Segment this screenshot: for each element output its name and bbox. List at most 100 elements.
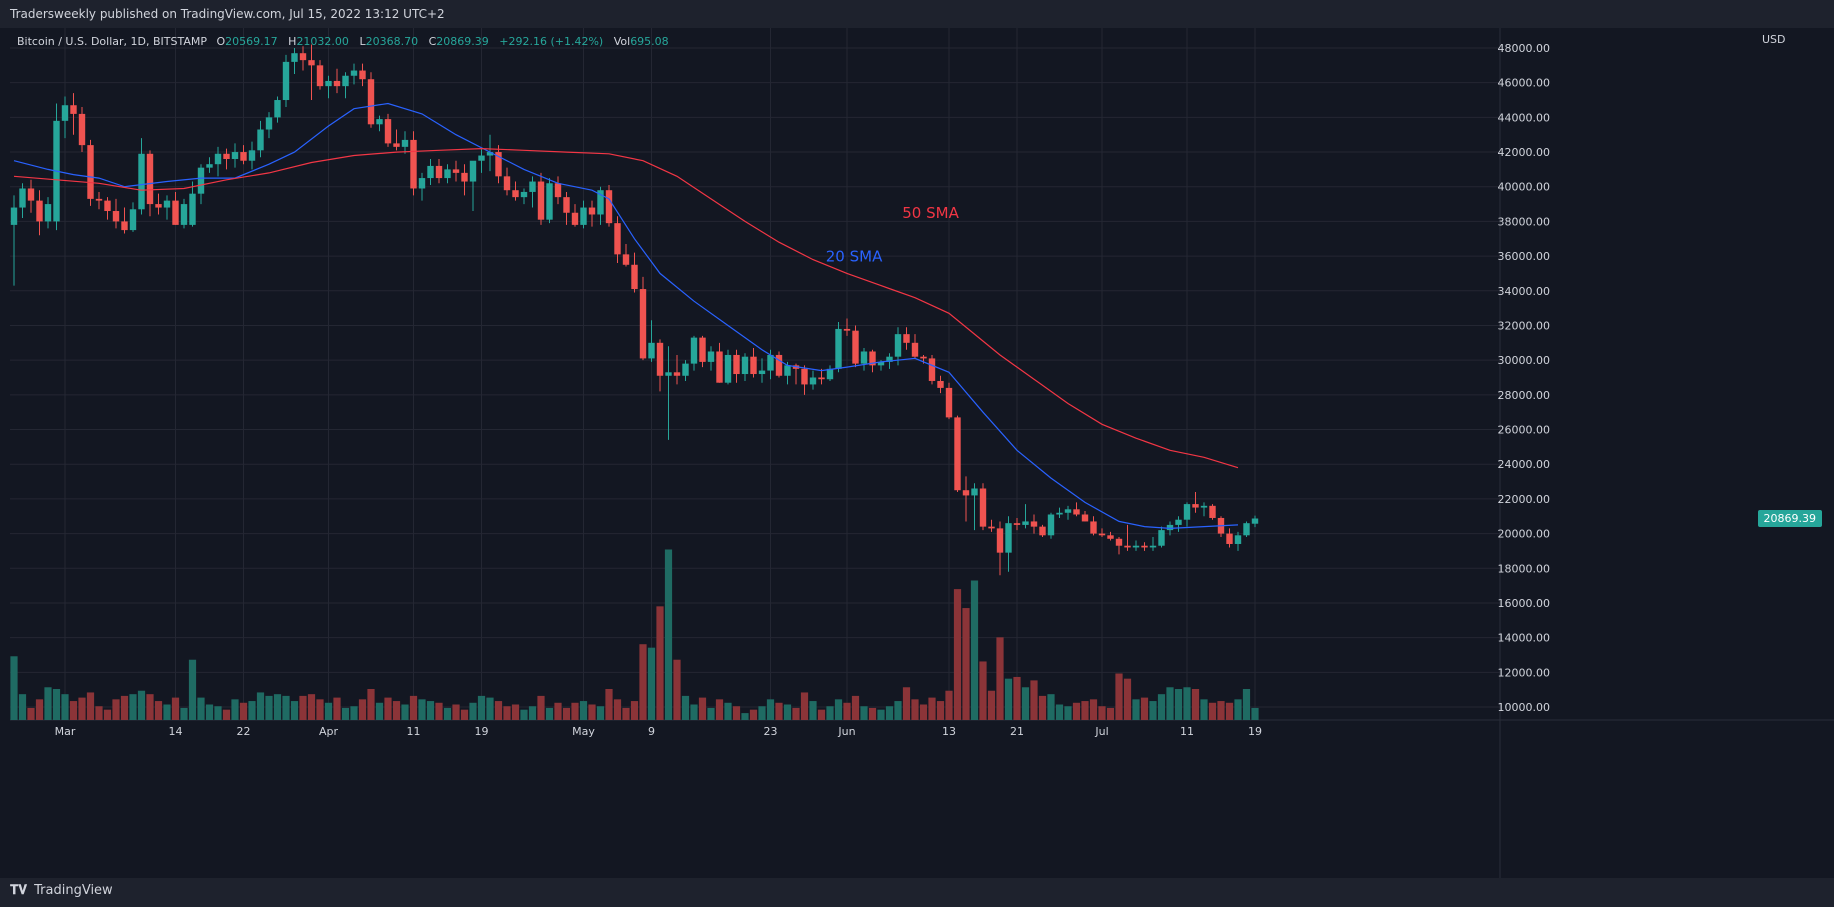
volume-bar — [265, 695, 273, 720]
candle-body — [214, 153, 222, 165]
candle-body — [206, 164, 213, 168]
volume-bar — [1166, 687, 1174, 720]
candle-body — [1158, 530, 1165, 546]
candle-body — [163, 200, 171, 208]
candle-body — [758, 370, 766, 375]
candle-body — [197, 167, 205, 194]
legend-open-value: 20569.17 — [225, 35, 278, 48]
volume-bar — [1081, 701, 1089, 720]
candle-body — [784, 365, 791, 376]
volume-bar — [834, 699, 843, 720]
volume-bar — [996, 637, 1004, 720]
price-tick-label: 14000.00 — [1498, 632, 1551, 645]
volume-bar — [384, 697, 392, 720]
chart-area[interactable]: 50 SMA 20 SMA 48000.00 46000.00 44000.00 4200… — [10, 28, 1834, 878]
candle-body — [1098, 533, 1106, 536]
candle-body — [121, 221, 128, 231]
candle-body — [707, 351, 715, 362]
candle-body — [180, 204, 188, 225]
volume-bar — [1047, 694, 1055, 720]
volume-bar — [171, 697, 180, 720]
candle-body — [1251, 518, 1259, 524]
candle-body — [1056, 512, 1063, 515]
candle-body — [563, 197, 570, 213]
volume-bar — [299, 695, 307, 720]
candle-body — [1183, 504, 1191, 520]
candle-body — [571, 212, 579, 225]
candle-body — [461, 172, 468, 182]
chart-canvas[interactable]: 50 SMA 20 SMA 48000.00 46000.00 44000.00 4200… — [10, 28, 1834, 878]
candle-body — [520, 191, 528, 198]
candle-body — [240, 152, 247, 161]
candle-body — [1005, 523, 1012, 553]
volume-bar — [749, 709, 758, 720]
time-tick-label: 19 — [475, 725, 489, 738]
candle-body — [1124, 545, 1131, 548]
volume-bar — [630, 701, 639, 720]
price-tick-label: 38000.00 — [1498, 215, 1551, 228]
volume-bar — [596, 706, 605, 720]
candle-body — [376, 119, 383, 125]
volume-bar — [214, 706, 222, 720]
volume-bar — [1055, 704, 1064, 720]
candle-body — [971, 488, 978, 496]
publisher-line: Tradersweekly published on TradingView.c… — [10, 7, 445, 21]
price-tick-label: 26000.00 — [1498, 424, 1551, 437]
volume-bar — [792, 707, 800, 720]
volume-bar — [1140, 697, 1149, 720]
volume-bar — [826, 706, 834, 720]
legend-high-value: 21032.00 — [296, 35, 349, 48]
volume-bar — [647, 647, 656, 720]
candle-body — [631, 264, 638, 290]
candle-body — [537, 181, 545, 220]
candle-body — [724, 354, 732, 383]
volume-bar — [35, 699, 44, 720]
candle-body — [894, 334, 902, 357]
volume-bar — [894, 701, 902, 720]
price-tick-label: 12000.00 — [1498, 666, 1551, 679]
legend-high-label: H — [288, 35, 297, 48]
candle-body — [1081, 514, 1089, 522]
volume-bar — [622, 707, 630, 720]
volume-bar — [639, 644, 647, 720]
candle-body — [622, 254, 630, 265]
candle-body — [852, 330, 859, 364]
candle-body — [495, 152, 502, 177]
candle-body — [580, 207, 587, 225]
volume-bar — [18, 694, 27, 720]
legend-volume-label: Vol — [613, 35, 631, 48]
volume-bar — [1183, 687, 1191, 720]
candle-body — [444, 169, 451, 179]
volume-bar — [222, 709, 231, 720]
volume-bar — [1157, 694, 1166, 720]
volume-bar — [443, 707, 452, 720]
candle-body — [1047, 514, 1055, 536]
time-tick-label: 11 — [407, 725, 421, 738]
price-tick-label: 46000.00 — [1498, 77, 1551, 90]
volume-bar — [146, 694, 154, 720]
volume-bar — [154, 701, 163, 720]
candle-body — [903, 334, 910, 343]
candle-body — [656, 342, 664, 376]
candle-body — [826, 368, 834, 380]
volume-bar — [1004, 678, 1013, 720]
candle-body — [282, 61, 290, 101]
time-tick-label: 14 — [169, 725, 183, 738]
volume-bar — [1174, 689, 1183, 720]
candle-body — [1132, 545, 1140, 548]
volume-bar — [860, 706, 868, 720]
candle-body — [937, 380, 944, 388]
bottom-bar — [0, 878, 1834, 907]
price-tick-label: 34000.00 — [1498, 285, 1551, 298]
candle-body — [78, 113, 86, 146]
candle-body — [860, 351, 868, 364]
time-tick-label: 11 — [1180, 725, 1194, 738]
volume-bar — [248, 701, 256, 720]
time-tick-label: Mar — [55, 725, 76, 738]
candle-body — [1234, 535, 1242, 544]
volume-bar — [911, 699, 919, 720]
candle-body — [36, 200, 43, 222]
candle-body — [274, 100, 281, 118]
volume-bar — [197, 697, 205, 720]
volume-bar — [1115, 673, 1123, 720]
